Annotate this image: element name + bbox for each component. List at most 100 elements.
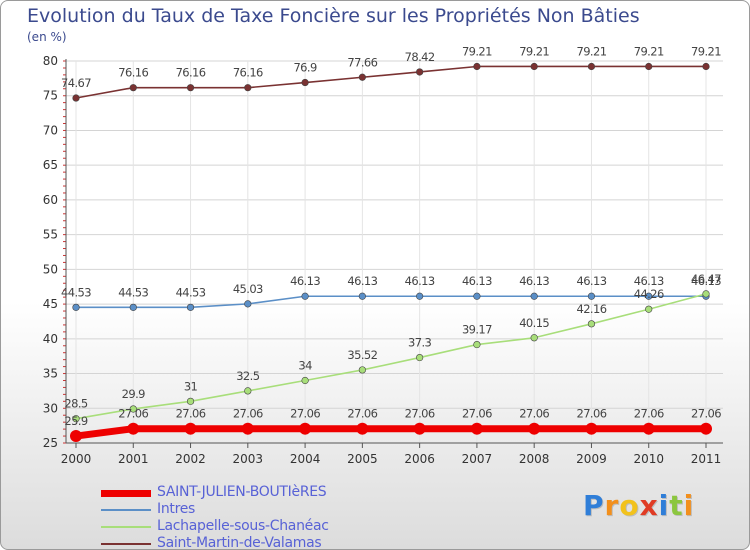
chart-title: Evolution du Taux de Taxe Foncière sur l…: [27, 5, 640, 27]
y-tick-label: 65: [43, 158, 58, 172]
legend-item: SAINT-JULIEN-BOUTIèRES: [101, 484, 381, 502]
data-point: [645, 62, 653, 71]
data-point: [358, 73, 366, 81]
data-point: [356, 422, 369, 435]
data-label: 29.9: [122, 387, 145, 401]
logo-letter: P: [583, 489, 605, 522]
series-line: [76, 295, 706, 309]
legend-label: Lachapelle-sous-Chanéac: [157, 518, 329, 534]
x-tick-label: 2002: [175, 452, 206, 466]
data-label: 27.06: [519, 407, 549, 421]
data-label: 27.06: [176, 407, 206, 421]
legend-item: Lachapelle-sous-Chanéac: [101, 518, 381, 536]
data-point: [186, 303, 195, 311]
data-label: 32.5: [236, 369, 259, 383]
data-label: 28.5: [64, 397, 87, 411]
data-label: 46.13: [405, 274, 435, 288]
data-point: [416, 68, 424, 76]
data-point: [587, 62, 596, 71]
data-point: [528, 422, 541, 435]
data-point: [530, 334, 538, 342]
y-tick-label: 70: [43, 123, 58, 137]
data-label: 39.17: [462, 323, 492, 337]
proxiti-logo: Proxiti: [583, 489, 694, 522]
logo-letter: t: [669, 489, 684, 522]
data-label: 46.13: [634, 274, 664, 288]
data-point: [702, 62, 710, 71]
data-label: 74.67: [61, 76, 91, 90]
data-label: 46.13: [347, 274, 377, 288]
x-tick-label: 2008: [519, 452, 550, 466]
data-label: 76.16: [233, 66, 263, 80]
data-label: 76.9: [293, 61, 316, 75]
data-label: 78.42: [405, 50, 435, 64]
legend-swatch: [101, 526, 151, 528]
data-point: [244, 300, 252, 308]
x-tick-label: 2007: [462, 452, 493, 466]
data-label: 76.16: [176, 66, 206, 80]
data-point: [241, 422, 254, 435]
data-label: 45.03: [233, 282, 263, 296]
data-label: 27.06: [462, 407, 492, 421]
data-point: [413, 422, 426, 435]
logo-letter: i: [683, 489, 695, 522]
data-label: 79.21: [462, 44, 492, 58]
data-label: 31: [184, 379, 198, 393]
data-point: [416, 353, 424, 362]
y-tick-label: 40: [43, 332, 58, 346]
data-point: [700, 422, 712, 435]
data-point: [473, 292, 481, 300]
legend-label: Saint-Martin-de-Valamas: [157, 535, 322, 550]
data-point: [358, 366, 366, 374]
legend-item: Intres: [101, 501, 381, 519]
data-label: 79.21: [519, 44, 549, 58]
y-tick-label: 60: [43, 193, 58, 207]
legend-item: Saint-Martin-de-Valamas: [101, 535, 381, 550]
data-label: 27.06: [233, 407, 263, 421]
legend-label: SAINT-JULIEN-BOUTIèRES: [157, 484, 327, 500]
data-point: [127, 422, 140, 435]
data-point: [186, 84, 195, 92]
data-label: 44.53: [176, 285, 206, 299]
series-line: [75, 65, 706, 99]
legend-label: Intres: [157, 501, 196, 517]
y-tick-label: 75: [43, 89, 58, 103]
logo-letter: r: [604, 489, 620, 522]
data-point: [530, 292, 538, 300]
data-point: [186, 397, 195, 405]
data-point: [585, 422, 598, 435]
y-tick-label: 25: [43, 436, 58, 450]
data-label: 27.06: [118, 407, 148, 421]
data-label: 40.15: [519, 316, 549, 330]
data-point: [642, 422, 655, 435]
data-point: [702, 290, 710, 298]
data-point: [129, 405, 137, 413]
data-label: 42.16: [576, 302, 606, 316]
data-point: [587, 320, 596, 328]
data-point: [72, 94, 80, 102]
logo-letter: i: [658, 489, 670, 522]
data-label: 79.21: [576, 44, 606, 58]
x-tick-label: 2009: [576, 452, 607, 466]
chart-legend: SAINT-JULIEN-BOUTIèRES Intres Lachapelle…: [101, 484, 381, 550]
data-point: [473, 340, 481, 349]
data-label: 46.47: [691, 272, 721, 286]
data-label: 27.06: [691, 407, 721, 421]
data-label: 27.06: [634, 407, 664, 421]
x-tick-label: 2000: [61, 452, 92, 466]
x-tick-label: 2010: [633, 452, 664, 466]
data-point: [70, 430, 82, 443]
data-label: 76.16: [118, 66, 148, 80]
x-tick-label: 2005: [347, 452, 378, 466]
data-point: [645, 292, 653, 300]
data-label: 37.3: [408, 336, 431, 350]
data-label: 79.21: [691, 44, 721, 58]
data-label: 79.21: [634, 44, 664, 58]
data-label: 27.06: [405, 407, 435, 421]
data-label: 44.53: [118, 285, 148, 299]
x-tick-label: 2006: [404, 452, 435, 466]
data-point: [244, 387, 252, 395]
data-point: [129, 303, 137, 311]
